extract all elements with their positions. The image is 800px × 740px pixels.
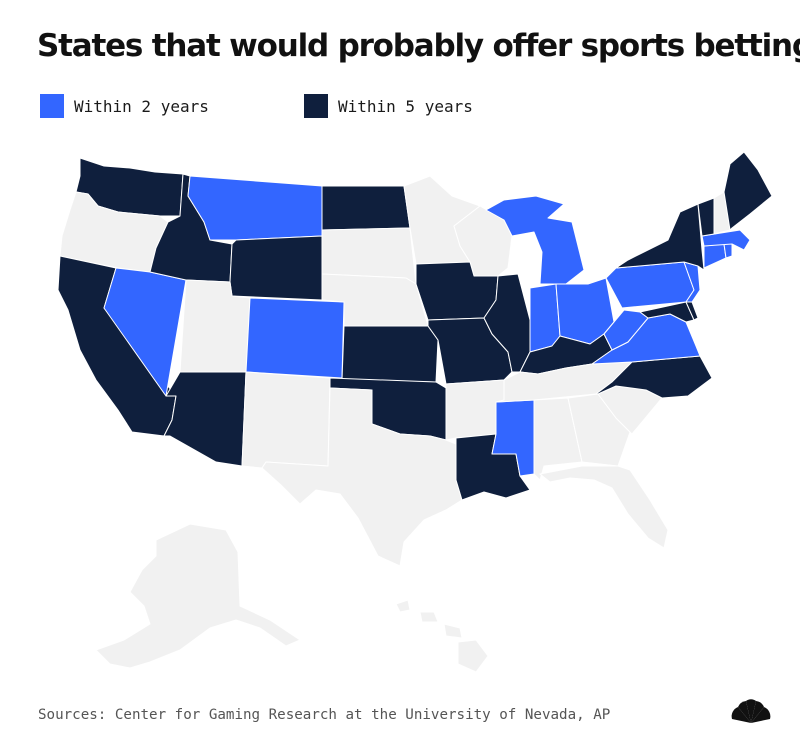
state-NY — [615, 203, 705, 271]
state-HI-4 — [457, 639, 489, 673]
state-IL — [483, 273, 531, 373]
state-FL — [539, 465, 669, 549]
state-PA — [605, 261, 695, 309]
state-HI-2 — [419, 611, 439, 623]
state-MI — [485, 195, 585, 285]
legend-label-within-2-years: Within 2 years — [74, 96, 209, 116]
legend-swatch-within-5-years — [304, 94, 328, 118]
state-TX — [261, 387, 463, 567]
state-HI — [395, 599, 411, 613]
legend-swatch-within-2-years — [40, 94, 64, 118]
state-KS — [341, 325, 439, 383]
state-MA — [701, 229, 751, 251]
legend-label-within-5-years: Within 5 years — [338, 96, 473, 116]
state-ND — [321, 185, 411, 231]
nbc-peacock-icon — [731, 699, 771, 723]
state-HI-3 — [443, 623, 463, 639]
state-RI — [723, 243, 733, 259]
state-MT — [187, 175, 323, 241]
state-AZ — [163, 371, 247, 467]
source-note: Sources: Center for Gaming Research at t… — [38, 707, 611, 723]
state-AK — [95, 523, 301, 669]
state-NM — [241, 371, 331, 469]
legend-item-within-5-years: Within 5 years — [304, 93, 473, 119]
legend-item-within-2-years: Within 2 years — [40, 93, 209, 119]
state-CO — [245, 297, 345, 379]
state-AR — [445, 379, 505, 441]
state-CT — [703, 243, 727, 269]
chart-title: States that would probably offer sports … — [37, 28, 800, 64]
state-NV — [103, 267, 187, 397]
legend: Within 2 years Within 5 years — [40, 93, 740, 119]
state-ME — [723, 151, 773, 231]
state-WY — [229, 235, 323, 301]
